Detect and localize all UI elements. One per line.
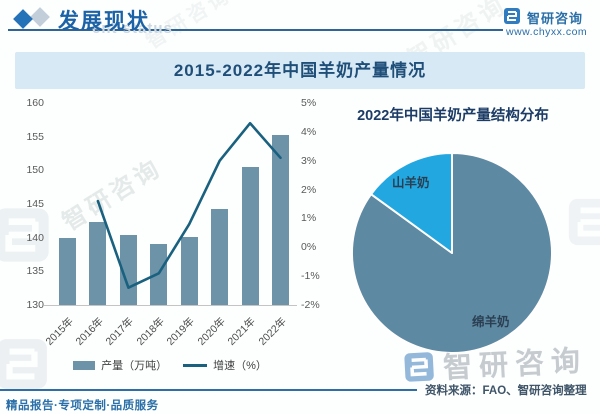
y-axis-right-tick: 3% — [301, 154, 317, 167]
production-bar — [241, 166, 259, 305]
y-axis-left-tick: 145 — [26, 198, 44, 210]
y-axis-left-tick: 150 — [26, 164, 44, 177]
diamond-icon — [13, 9, 33, 29]
combo-chart-title: 2015-2022年中国羊奶产量情况 — [173, 61, 427, 80]
production-bar — [89, 222, 107, 305]
pie-label-goat-milk: 山羊奶 — [392, 176, 430, 190]
legend-label-production: 产量（万吨） — [101, 360, 168, 372]
pie-label-sheep-milk: 绵羊奶 — [472, 315, 510, 329]
y-axis-right-tick: 2% — [301, 183, 317, 196]
production-bar — [211, 208, 229, 305]
legend-label-growth: 增速（%） — [213, 360, 267, 372]
y-axis-right-tick: 0% — [301, 241, 317, 254]
watermark-brand-diagonal: 智研咨询 — [57, 153, 168, 237]
header-english-watermark: ent status — [92, 20, 173, 37]
line-swatch-icon — [183, 363, 208, 367]
pie-slice-山羊奶 — [370, 152, 453, 254]
brand-website: www.chyxx.com — [506, 26, 588, 38]
y-axis-left-tick: 160 — [26, 97, 44, 109]
legend-item-production: 产量（万吨） — [73, 357, 167, 373]
y-axis-left-tick: 140 — [26, 231, 44, 244]
pie-chart-title: 2022年中国羊奶产量结构分布 — [357, 108, 549, 124]
y-axis-left-tick: 135 — [26, 265, 44, 278]
data-source-text: 资料来源：FAO、智研咨询整理 — [425, 385, 587, 397]
production-bar — [150, 244, 168, 305]
y-axis-right-tick: -1% — [301, 270, 320, 283]
y-axis-right-tick: 4% — [301, 125, 317, 138]
production-bar — [59, 237, 76, 305]
bar-swatch-icon — [73, 360, 96, 370]
y-axis-right-tick: -2% — [301, 299, 320, 311]
brand-name: 智研咨询 — [527, 11, 584, 26]
diamond-icon — [30, 7, 50, 27]
footer-tagline: 精品报告·专项定制·品质服务 — [6, 400, 159, 412]
y-axis-left-tick: 155 — [26, 130, 44, 143]
header-divider — [8, 29, 503, 31]
combo-chart-legend: 产量（万吨） 增速（%） — [40, 357, 300, 373]
chart-title-banner: 2015-2022年中国羊奶产量情况 — [15, 52, 585, 89]
y-axis-right-tick: 5% — [301, 97, 317, 109]
production-bar — [180, 236, 198, 305]
y-axis-right-tick: 1% — [301, 212, 317, 225]
page-title: 发展现状 — [58, 10, 150, 33]
legend-item-growth: 增速（%） — [183, 357, 267, 373]
pie-chart — [351, 152, 553, 354]
production-bar — [119, 234, 137, 305]
x-axis-line — [44, 305, 297, 306]
y-axis-left-tick: 130 — [26, 299, 44, 311]
production-bar — [272, 135, 289, 305]
footer-divider — [0, 389, 417, 391]
brand-logo-icon — [504, 8, 520, 24]
watermark-logo-icon — [568, 198, 600, 246]
